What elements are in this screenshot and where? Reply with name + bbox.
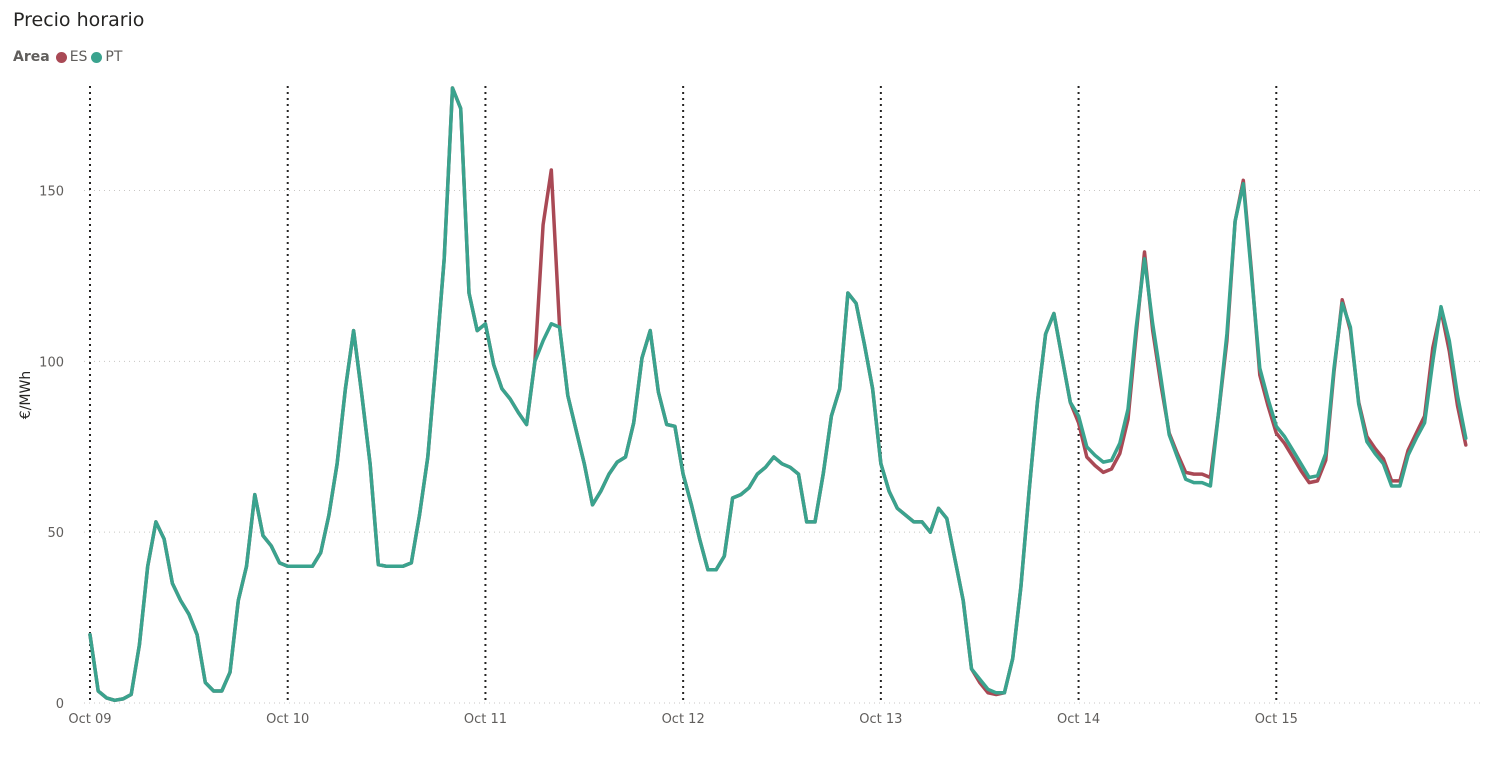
legend-title: Area bbox=[13, 49, 50, 65]
day-separators bbox=[89, 86, 1278, 703]
legend-label-pt: PT bbox=[105, 49, 123, 65]
gridlines bbox=[84, 190, 1484, 704]
chart-title: Precio horario bbox=[13, 9, 145, 31]
y-axis-ticks: 0 50 100 150 bbox=[39, 185, 64, 713]
x-tick-label: Oct 12 bbox=[662, 712, 705, 727]
x-tick-label: Oct 15 bbox=[1255, 712, 1298, 727]
legend-marker-es bbox=[55, 51, 67, 63]
legend-label-es: ES bbox=[69, 49, 88, 65]
x-tick-label: Oct 11 bbox=[464, 712, 507, 727]
y-tick-label: 100 bbox=[39, 355, 64, 370]
series-line-pt bbox=[88, 86, 1468, 703]
y-tick-label: 0 bbox=[56, 697, 64, 712]
x-tick-label: Oct 09 bbox=[68, 712, 111, 727]
y-axis-label: €/MWh bbox=[18, 371, 34, 419]
x-tick-label: Oct 14 bbox=[1057, 712, 1100, 727]
legend-item-es[interactable]: ES bbox=[55, 49, 88, 65]
legend-marker-pt bbox=[91, 51, 103, 63]
y-tick-label: 50 bbox=[47, 526, 64, 541]
legend: Area ES PT bbox=[13, 49, 126, 65]
series-line-es bbox=[88, 86, 1468, 703]
x-tick-label: Oct 13 bbox=[859, 712, 902, 727]
series-lines bbox=[88, 86, 1468, 703]
legend-item-pt[interactable]: PT bbox=[91, 49, 122, 65]
x-axis-ticks: Oct 09 Oct 10 Oct 11 Oct 12 Oct 13 Oct 14 Oct … bbox=[68, 712, 1297, 727]
y-tick-label: 150 bbox=[39, 185, 64, 200]
x-tick-label: Oct 10 bbox=[266, 712, 309, 727]
